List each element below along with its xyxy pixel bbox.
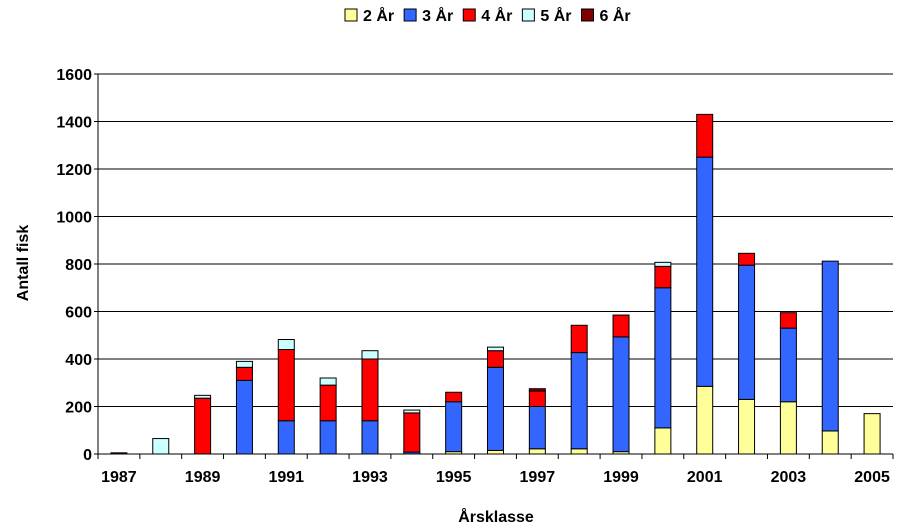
y-tick-labels: 0 200 400 600 800 1000 1200 1400 1600	[56, 67, 92, 464]
bar-segment	[821, 260, 839, 432]
x-tick-labels: 1987 1989 1991 1993 1995 1997 1999 2001 2003 2005	[101, 469, 890, 486]
bar-segment	[779, 401, 797, 455]
bar-segment	[277, 349, 295, 422]
bar-segment	[528, 390, 546, 407]
x-tick-label: 2005	[854, 469, 890, 486]
bar-segment	[487, 346, 504, 352]
bar-segment	[319, 420, 337, 455]
axes	[94, 73, 894, 459]
legend-swatch	[403, 8, 417, 22]
legend-label: 2 År	[363, 6, 394, 25]
bar-segment	[654, 427, 672, 455]
x-tick-label: 1999	[603, 469, 639, 486]
bar-segment	[570, 448, 588, 455]
bar-segment	[194, 394, 212, 399]
x-axis-label: Årsklasse	[458, 507, 534, 526]
x-tick-label: 1987	[101, 469, 137, 486]
legend-item: 6 År	[581, 6, 631, 25]
bar-segment	[445, 401, 463, 453]
legend-label: 3 År	[422, 6, 453, 25]
bar-segment	[487, 449, 504, 455]
bar-segment	[361, 350, 379, 360]
bar-segment	[528, 388, 546, 392]
x-tick-label: 2003	[771, 469, 807, 486]
x-tick-label: 1991	[268, 469, 304, 486]
x-tick-label: 1997	[520, 469, 556, 486]
bar-segment	[779, 327, 797, 403]
bar-segment	[403, 412, 421, 453]
legend-label: 5 År	[540, 6, 571, 25]
bar-segment	[235, 379, 253, 455]
bar-segment	[194, 397, 212, 455]
legend-swatch	[462, 8, 476, 22]
y-tick-label: 200	[65, 400, 92, 417]
bar-segment	[152, 438, 170, 455]
bar-segment	[235, 360, 253, 368]
bar-segment	[612, 314, 630, 338]
bar-segment	[612, 336, 630, 453]
bar-segment	[696, 156, 714, 387]
legend: 2 År 3 År 4 År 5 År 6 År	[344, 6, 631, 25]
bar-segment	[738, 252, 756, 266]
bar-segment	[654, 261, 672, 267]
bar-segment	[696, 113, 714, 158]
bar-segment	[738, 264, 756, 400]
y-tick-label: 0	[83, 447, 92, 464]
bar-segment	[277, 420, 295, 455]
legend-item: 5 År	[521, 6, 572, 25]
y-tick-label: 600	[65, 305, 92, 322]
bar-segment	[487, 350, 504, 368]
legend-swatch	[521, 8, 535, 22]
bar-segment	[235, 366, 253, 381]
y-tick-label: 800	[65, 257, 92, 274]
bar-segment	[319, 377, 337, 386]
gridlines	[98, 73, 893, 407]
legend-item: 2 År	[344, 6, 394, 25]
y-tick-label: 400	[65, 352, 92, 369]
x-tick-label: 2001	[687, 469, 723, 486]
legend-item: 3 År	[403, 6, 453, 25]
bars	[110, 113, 881, 455]
bar-segment	[403, 409, 421, 414]
bar-segment	[654, 265, 672, 289]
bar-segment	[779, 312, 797, 329]
legend-label: 4 År	[481, 6, 512, 25]
legend-label: 6 År	[600, 6, 631, 25]
bar-segment	[654, 287, 672, 429]
y-tick-label: 1400	[56, 115, 92, 132]
x-tick-label: 1993	[352, 469, 388, 486]
y-tick-label: 1200	[56, 162, 92, 179]
bar-segment	[696, 385, 714, 455]
bar-segment	[738, 398, 756, 455]
bar-segment	[487, 366, 504, 451]
bar-segment	[528, 406, 546, 450]
bar-segment	[863, 413, 881, 455]
y-tick-label: 1600	[56, 67, 92, 84]
bar-segment	[361, 358, 379, 422]
bar-segment	[570, 324, 588, 354]
bar-segment	[528, 448, 546, 455]
bar-segment	[821, 430, 839, 455]
x-tick-label: 1989	[185, 469, 221, 486]
legend-swatch	[344, 8, 358, 22]
bar-segment	[277, 339, 295, 350]
y-tick-label: 1000	[56, 210, 92, 227]
legend-item: 4 År	[462, 6, 512, 25]
bar-segment	[361, 420, 379, 455]
bar-segment	[445, 391, 463, 403]
legend-swatch	[581, 8, 594, 22]
bar-segment	[570, 352, 588, 450]
y-axis-label: Antall fisk	[15, 225, 32, 302]
x-tick-label: 1995	[436, 469, 472, 486]
bar-segment	[319, 384, 337, 422]
